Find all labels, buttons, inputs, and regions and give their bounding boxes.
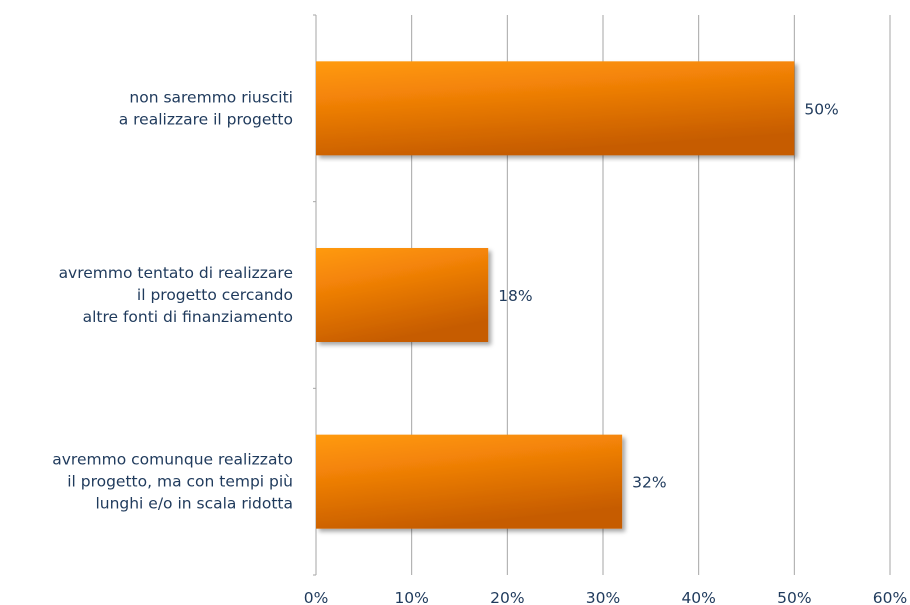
category-label: il progetto, ma con tempi più (67, 473, 293, 491)
labels: 0% 10% 20% 30% 40% 50% 60% 50% non saremmo riusc… (52, 88, 907, 605)
category-label: avremmo comunque realizzato (52, 451, 293, 469)
bar (316, 248, 489, 342)
x-tick-label: 40% (681, 589, 715, 605)
x-tick-label: 20% (490, 589, 524, 605)
x-tick-label: 0% (304, 589, 329, 605)
category-label: altre fonti di finanziamento (83, 308, 293, 326)
value-label: 18% (498, 287, 532, 305)
x-tick-label: 50% (777, 589, 811, 605)
category-label: avremmo tentato di realizzare (59, 264, 293, 282)
category-label: lunghi e/o in scala ridotta (95, 495, 293, 513)
bar (316, 434, 623, 529)
value-label: 50% (804, 100, 838, 118)
x-tick-label: 60% (873, 589, 907, 605)
value-label: 32% (632, 474, 666, 492)
category-label: non saremmo riusciti (129, 88, 293, 106)
x-tick-label: 10% (394, 589, 428, 605)
category-label: il progetto cercando (137, 286, 293, 304)
bars (316, 61, 795, 529)
category-axis (313, 14, 317, 576)
bar (316, 61, 795, 156)
x-tick-label: 30% (586, 589, 620, 605)
category-label: a realizzare il progetto (119, 110, 293, 128)
